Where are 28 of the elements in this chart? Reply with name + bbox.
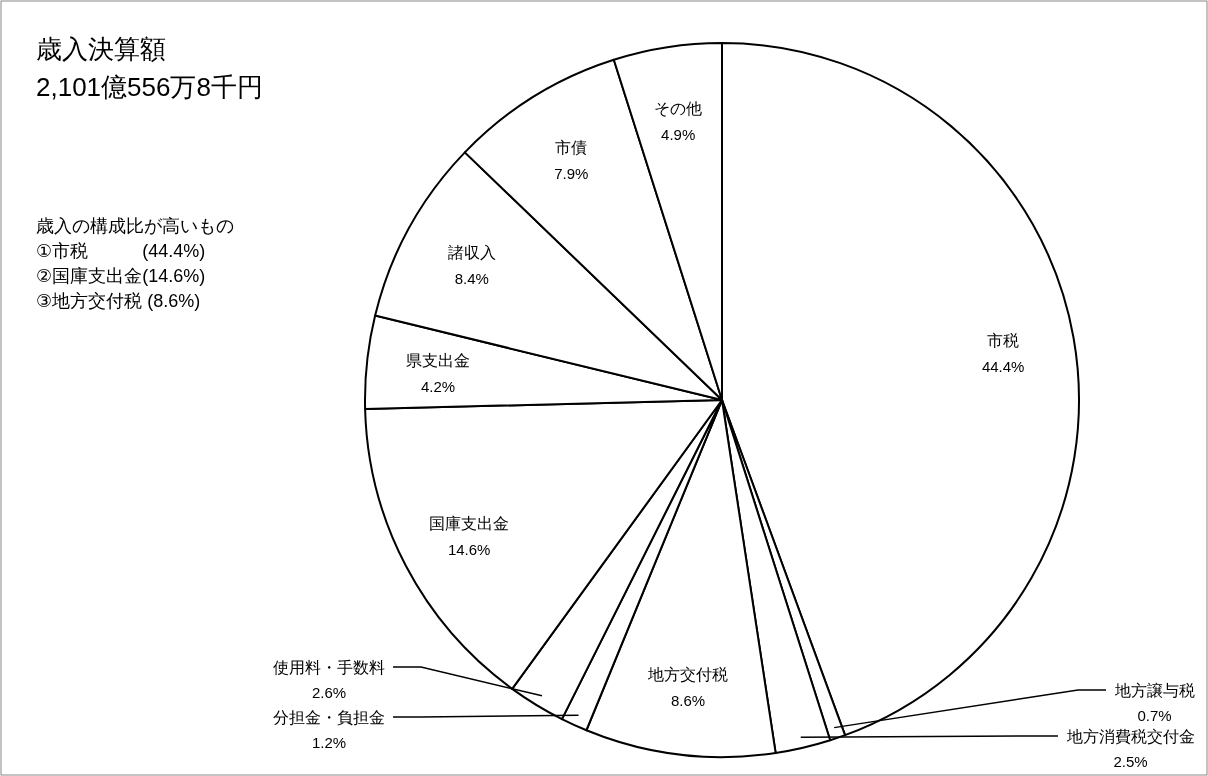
chart-title: 歳入決算額 (36, 34, 166, 64)
data-label: 2.5% (1113, 753, 1148, 770)
data-label: 1.2% (311, 734, 347, 751)
data-label: 8.6% (670, 691, 706, 709)
slice-label: 県支出金 (406, 351, 471, 369)
data-label: 4.9% (661, 125, 696, 143)
slice-label: その他 (654, 99, 703, 117)
slice-label: 市債 (555, 139, 588, 157)
data-label: 4.2% (420, 377, 456, 395)
data-label: 14.6% (447, 540, 491, 558)
slice-label: 地方交付税 (646, 665, 728, 683)
slice-label: 使用料・手数料 (273, 659, 385, 676)
data-label: 2.6% (311, 684, 347, 701)
slice-label: 国庫支出金 (429, 514, 510, 532)
text: 2,101億556万8千円 (36, 72, 263, 102)
slice-label: 地方譲与税 (1114, 682, 1195, 699)
text: ②国庫支出金(14.6%) (36, 266, 206, 286)
slice-label: 地方消費税交付金 (1066, 728, 1195, 745)
data-label: 7.9% (554, 165, 589, 183)
data-label: 0.7% (1137, 707, 1172, 724)
text: ③地方交付税 (8.6%) (36, 291, 201, 311)
slice-label: 市税 (987, 332, 1020, 350)
slice-label: 諸収入 (447, 244, 496, 262)
slice-label: 分担金・負担金 (273, 709, 385, 726)
text: ①市税 (44.4%) (36, 241, 206, 261)
data-label: 44.4% (981, 358, 1025, 376)
data-label: 8.4% (454, 270, 489, 288)
text: 歳入の構成比が高いもの (36, 216, 234, 236)
